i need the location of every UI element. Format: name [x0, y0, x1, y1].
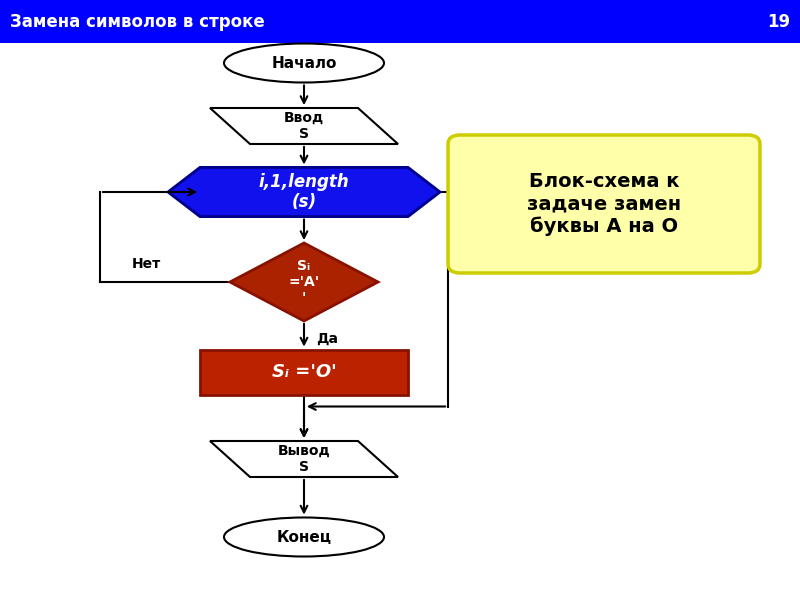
FancyBboxPatch shape: [0, 0, 800, 43]
Text: 19: 19: [767, 13, 790, 31]
Text: Sᵢ ='O': Sᵢ ='O': [272, 363, 336, 381]
Text: i,1,length
(s): i,1,length (s): [258, 173, 350, 211]
Polygon shape: [168, 167, 440, 217]
Ellipse shape: [224, 43, 384, 82]
Polygon shape: [210, 441, 398, 477]
Polygon shape: [210, 108, 398, 144]
Text: Sᵢ
='A'
': Sᵢ ='A' ': [289, 259, 319, 305]
Text: Блок-схема к
задаче замен
буквы А на О: Блок-схема к задаче замен буквы А на О: [527, 172, 681, 236]
Polygon shape: [230, 243, 378, 321]
Text: Да: Да: [316, 332, 338, 346]
Text: Начало: Начало: [271, 55, 337, 70]
Text: Ввод
S: Ввод S: [284, 111, 324, 141]
FancyBboxPatch shape: [448, 135, 760, 273]
FancyBboxPatch shape: [200, 349, 408, 395]
Ellipse shape: [224, 517, 384, 557]
Text: Конец: Конец: [277, 529, 331, 545]
Text: Замена символов в строке: Замена символов в строке: [10, 13, 264, 31]
Text: Вывод
S: Вывод S: [278, 444, 330, 474]
Text: Нет: Нет: [132, 257, 162, 271]
